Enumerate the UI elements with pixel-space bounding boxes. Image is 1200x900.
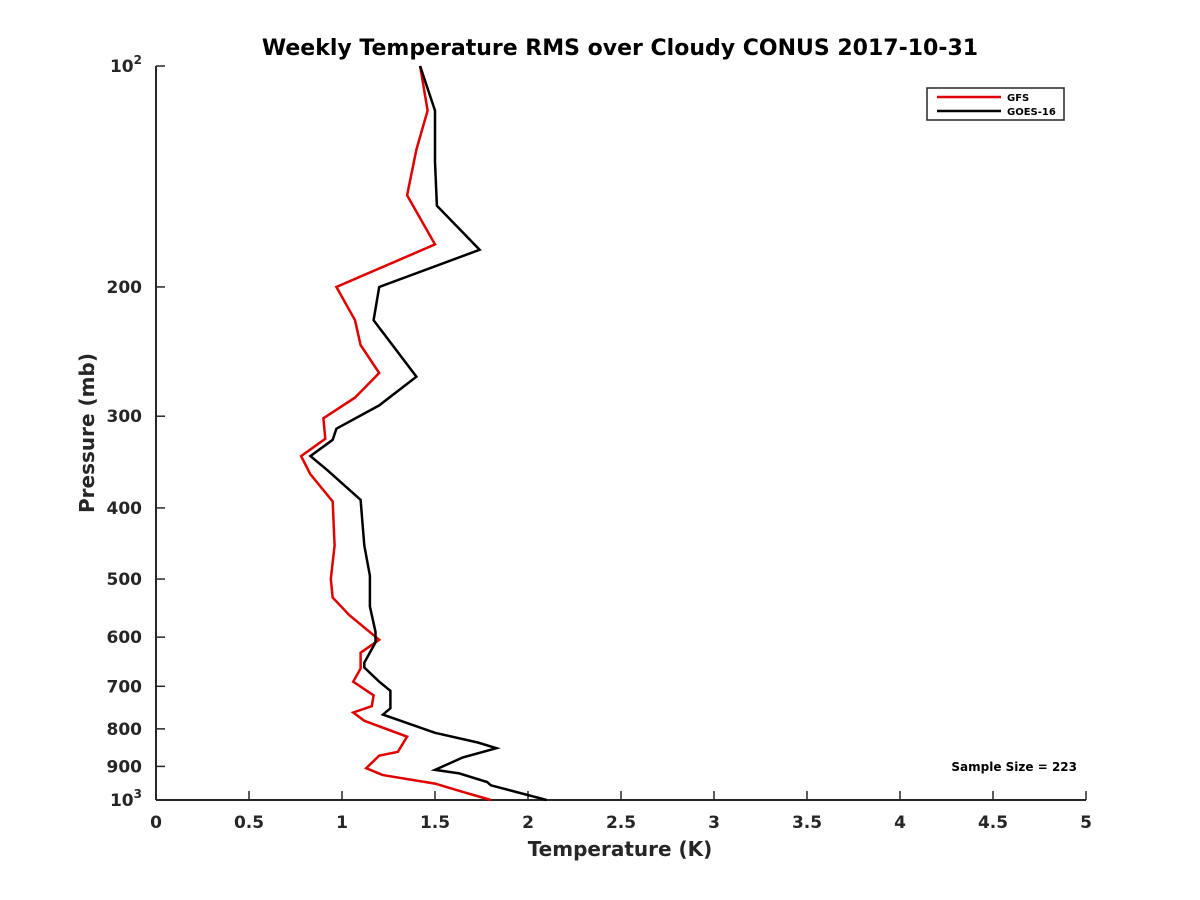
y-tick-label: 103	[110, 787, 142, 811]
series-line-gfs	[299, 65, 492, 802]
x-tick-label: 5	[1080, 813, 1092, 833]
x-tick-label: 2.5	[606, 813, 636, 833]
x-tick-label: 3	[708, 813, 720, 833]
x-tick-label: 3.5	[792, 813, 822, 833]
y-tick-label: 200	[107, 278, 143, 298]
legend: GFS GOES-16	[926, 87, 1065, 121]
legend-items: GFS GOES-16	[937, 93, 1056, 118]
x-tick-label: 1	[336, 813, 348, 833]
x-tick-label: 1.5	[420, 813, 450, 833]
sample-size-annotation: Sample Size = 223	[951, 760, 1077, 774]
series-line-goes-16	[308, 65, 547, 802]
x-tick-label: 0	[150, 813, 162, 833]
x-axis-label: Temperature (K)	[528, 837, 713, 861]
x-tick-label: 4.5	[978, 813, 1008, 833]
chart-title: Weekly Temperature RMS over Cloudy CONUS…	[262, 36, 978, 61]
x-tick-label: 4	[894, 813, 906, 833]
y-tick-label: 102	[110, 53, 142, 77]
x-tick-label: 2	[522, 813, 534, 833]
y-tick-label-base: 10	[110, 57, 134, 77]
y-tick-label: 300	[107, 407, 143, 427]
x-axis-ticks: 0 0.5 1 1.5 2 2.5 3 3.5 4 4.5 5	[150, 791, 1092, 833]
y-tick-label: 800	[107, 720, 143, 740]
legend-box	[926, 87, 1065, 121]
y-tick-label-exponent: 2	[134, 53, 142, 67]
legend-label: GOES-16	[1007, 107, 1056, 118]
x-tick-label: 0.5	[234, 813, 264, 833]
y-tick-label: 500	[107, 570, 143, 590]
y-axis-label: Pressure (mb)	[75, 353, 99, 513]
series-layer	[299, 65, 547, 802]
y-tick-label: 600	[107, 628, 143, 648]
legend-label: GFS	[1007, 93, 1029, 104]
y-tick-label: 900	[107, 757, 143, 777]
y-tick-label: 700	[107, 677, 143, 697]
y-tick-label: 400	[107, 499, 143, 519]
y-tick-label-exponent: 3	[134, 787, 142, 801]
y-tick-label-base: 10	[110, 791, 134, 811]
